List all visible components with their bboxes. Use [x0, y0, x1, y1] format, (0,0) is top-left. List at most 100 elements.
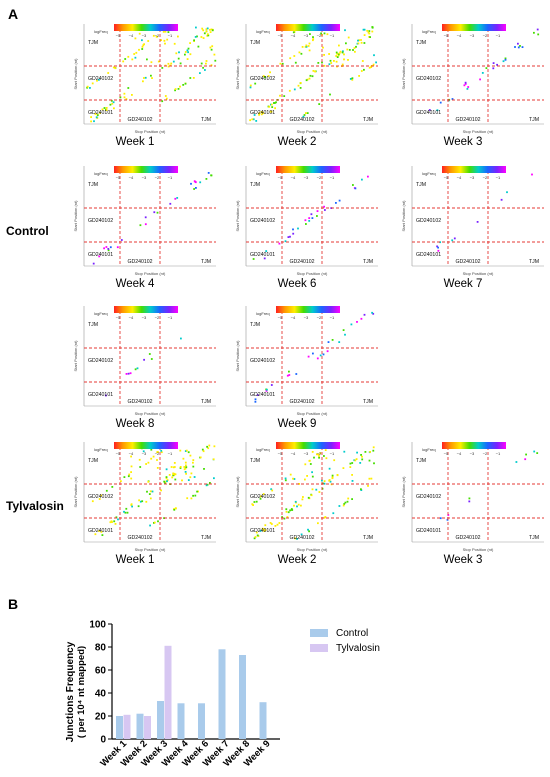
junction-point: [537, 33, 540, 36]
junction-point: [517, 46, 520, 49]
junction-point: [327, 341, 330, 343]
junction-point: [294, 537, 297, 540]
junction-point: [209, 482, 211, 484]
junction-point: [130, 477, 133, 480]
junction-point: [105, 109, 108, 111]
junction-point: [187, 451, 190, 454]
region-label: GD240102: [289, 117, 314, 123]
junction-point: [147, 461, 150, 464]
junction-point: [109, 103, 112, 106]
junction-point: [205, 62, 207, 65]
junction-point: [123, 510, 125, 513]
junction-point: [110, 99, 113, 102]
colorbar-tick-label: −4: [291, 451, 296, 456]
y-axis-label: Start Position (nt): [401, 58, 406, 90]
junction-point: [253, 537, 256, 540]
junction-point: [307, 45, 310, 47]
bar-control: [259, 702, 267, 739]
junction-point: [346, 500, 349, 503]
junction-point: [111, 486, 114, 488]
junction-point: [360, 317, 363, 320]
junction-point: [203, 468, 205, 470]
junction-point: [251, 118, 254, 121]
junction-point: [356, 451, 358, 454]
week-label: Week 4: [115, 278, 155, 290]
junction-point: [130, 455, 132, 458]
junction-point: [349, 78, 352, 80]
y-axis-label: Junctions Frequency: [65, 641, 76, 742]
week-label: Week 7: [443, 278, 483, 290]
junction-point: [285, 510, 288, 513]
junction-point: [300, 504, 302, 507]
junction-point: [335, 55, 338, 57]
colorbar-label: logFreq: [94, 447, 108, 452]
junction-point: [145, 500, 148, 503]
junction-point: [263, 257, 266, 260]
junction-point: [355, 458, 358, 460]
junction-point: [289, 473, 292, 476]
junction-point: [153, 211, 156, 214]
junction-point: [183, 466, 186, 468]
junction-point: [103, 107, 106, 109]
junction-point: [360, 489, 363, 491]
junction-point: [446, 518, 449, 521]
junction-point: [312, 352, 314, 355]
junction-point: [372, 63, 375, 66]
junction-point: [150, 457, 153, 460]
x-axis-label: Stop Position (nt): [135, 271, 166, 276]
junction-point: [323, 205, 325, 208]
junction-point: [286, 516, 289, 518]
junction-point: [138, 458, 141, 461]
junction-point: [357, 39, 359, 42]
heatmap-cell: Start Position (nt) Stop Position (nt) log…: [50, 20, 220, 148]
junction-heatmap: Start Position (nt) Stop Position (nt) log…: [401, 24, 544, 134]
junction-point: [189, 476, 192, 479]
junction-point: [182, 84, 185, 86]
junction-point: [492, 62, 495, 64]
colorbar-tick-label: −2: [483, 451, 488, 456]
junction-point: [141, 45, 144, 48]
junction-point: [131, 58, 134, 61]
y-tick-label: 60: [95, 666, 107, 677]
junction-point: [351, 480, 354, 482]
colorbar-label: logFreq: [256, 171, 270, 176]
junction-point: [269, 522, 272, 524]
junction-point: [533, 31, 535, 34]
junction-point: [160, 39, 162, 41]
junction-point: [266, 388, 268, 391]
region-label: TJM: [416, 458, 426, 464]
junction-point: [100, 531, 103, 533]
junction-point: [361, 178, 363, 181]
junction-point: [464, 81, 467, 84]
junction-point: [146, 58, 148, 61]
junction-point: [200, 36, 203, 38]
junction-point: [179, 466, 182, 468]
junction-point: [254, 536, 257, 538]
junction-point: [298, 483, 300, 485]
junction-point: [128, 473, 131, 476]
junction-point: [177, 88, 180, 90]
junction-point: [311, 488, 314, 491]
junction-point: [164, 30, 167, 33]
colorbar-tick-label: −5: [444, 33, 449, 38]
junction-point: [146, 490, 148, 493]
heatmap-cell: Start Position (nt) Stop Position (nt) log…: [212, 20, 382, 148]
junction-point: [189, 53, 192, 56]
junction-point: [157, 60, 160, 63]
y-axis-label: Start Position (nt): [235, 340, 240, 372]
junction-point: [193, 39, 195, 42]
junction-point: [96, 114, 99, 117]
junction-point: [363, 68, 365, 71]
junction-point: [253, 114, 256, 116]
junction-point: [297, 503, 300, 506]
region-label: GD240102: [127, 399, 152, 405]
junction-point: [369, 451, 371, 453]
junction-point: [353, 47, 356, 49]
junction-point: [329, 59, 332, 62]
junction-point: [138, 499, 140, 502]
junction-point: [311, 475, 314, 478]
x-axis-label: Stop Position (nt): [297, 129, 328, 134]
junction-point: [207, 172, 210, 174]
junction-point: [500, 198, 503, 201]
junction-point: [319, 452, 322, 454]
